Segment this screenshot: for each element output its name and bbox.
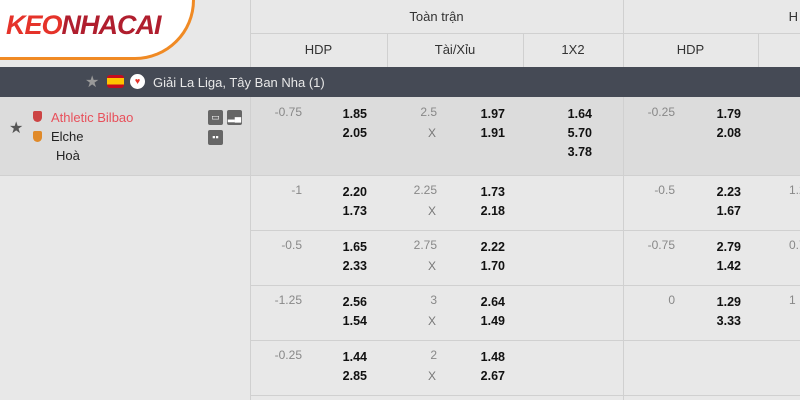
odds-over[interactable]: 2.64 xyxy=(480,295,505,309)
lineup-icon[interactable]: ▪▪ xyxy=(208,130,223,145)
divider xyxy=(387,33,388,67)
favorite-star-icon[interactable]: ★ xyxy=(9,120,24,137)
odds-1x2[interactable]: 3.78 xyxy=(567,145,592,159)
half-ou-line: 1.2 xyxy=(789,183,800,197)
spain-flag-icon xyxy=(107,75,124,88)
odds-under[interactable]: 1.91 xyxy=(480,126,505,140)
ou-x-label: X xyxy=(428,126,437,140)
col-over-under[interactable]: Tài/Xỉu xyxy=(434,42,476,57)
half-odds-away[interactable]: 1.42 xyxy=(716,259,741,273)
col-1x2[interactable]: 1X2 xyxy=(561,42,585,57)
half-ou-line: 1 xyxy=(789,293,796,307)
odds-away[interactable]: 1.54 xyxy=(342,314,367,328)
odds-under[interactable]: 1.49 xyxy=(480,314,505,328)
odds-under[interactable]: 2.67 xyxy=(480,369,505,383)
odds-home[interactable]: 1.44 xyxy=(342,350,367,364)
laliga-icon: ♥ xyxy=(130,74,145,89)
odds-under[interactable]: 2.18 xyxy=(480,204,505,218)
divider xyxy=(250,285,800,286)
league-bar[interactable]: ★ ♥ Giải La Liga, Tây Ban Nha (1) xyxy=(0,67,800,97)
odds-1x2[interactable]: 1.64 xyxy=(567,107,592,121)
match-row-bg xyxy=(0,97,623,175)
half-hdp-line: -0.25 xyxy=(647,105,675,119)
half-odds-home[interactable]: 1.29 xyxy=(716,295,741,309)
odds-away[interactable]: 1.73 xyxy=(342,204,367,218)
ou-line: 2.5 xyxy=(420,105,437,119)
odds-under[interactable]: 1.70 xyxy=(480,259,505,273)
logo[interactable]: KEONHACAI xyxy=(0,0,195,60)
away-team-logo xyxy=(33,131,42,142)
odds-1x2[interactable]: 5.70 xyxy=(567,126,592,140)
divider xyxy=(250,230,800,231)
ou-x-label: X xyxy=(428,369,437,383)
odds-over[interactable]: 2.22 xyxy=(480,240,505,254)
half-odds-home[interactable]: 1.79 xyxy=(716,107,741,121)
divider xyxy=(758,33,759,67)
ou-x-label: X xyxy=(428,204,437,218)
league-name: Giải La Liga, Tây Ban Nha (1) xyxy=(153,75,325,90)
half-odds-away[interactable]: 3.33 xyxy=(716,314,741,328)
half-hdp-line: -0.5 xyxy=(654,183,675,197)
odds-away[interactable]: 2.85 xyxy=(342,369,367,383)
divider xyxy=(250,0,251,400)
star-icon[interactable]: ★ xyxy=(85,74,100,91)
divider xyxy=(623,0,624,400)
divider xyxy=(250,395,800,396)
ou-line: 3 xyxy=(430,293,437,307)
hdp-line: -1.25 xyxy=(274,293,302,307)
odds-home[interactable]: 2.20 xyxy=(342,185,367,199)
odds-home[interactable]: 1.65 xyxy=(342,240,367,254)
header-full-time: Toàn trận xyxy=(409,9,464,24)
hdp-line: -0.25 xyxy=(274,348,302,362)
half-ou-line: 0.7 xyxy=(789,238,800,252)
half-odds-home[interactable]: 2.79 xyxy=(716,240,741,254)
odds-over[interactable]: 1.97 xyxy=(480,107,505,121)
header-half-time: H xyxy=(788,9,798,24)
ou-line: 2.75 xyxy=(413,238,437,252)
half-odds-home[interactable]: 2.23 xyxy=(716,185,741,199)
hdp-line: -1 xyxy=(291,183,302,197)
ou-x-label: X xyxy=(428,259,437,273)
divider xyxy=(523,33,524,67)
half-hdp-line: -0.75 xyxy=(647,238,675,252)
odds-away[interactable]: 2.33 xyxy=(342,259,367,273)
half-odds-away[interactable]: 1.67 xyxy=(716,204,741,218)
draw-label: Hoà xyxy=(56,148,80,163)
logo-text: KEO xyxy=(6,10,63,40)
away-team[interactable]: Elche xyxy=(51,129,84,144)
hdp-line: -0.5 xyxy=(281,238,302,252)
stats-icon[interactable]: ▂▄ xyxy=(227,110,242,125)
divider xyxy=(250,340,800,341)
divider xyxy=(0,175,800,176)
hdp-line: -0.75 xyxy=(274,105,302,119)
odds-home[interactable]: 2.56 xyxy=(342,295,367,309)
odds-away[interactable]: 2.05 xyxy=(342,126,367,140)
logo-text: NHACAI xyxy=(61,10,162,40)
match-row-bg-half xyxy=(623,97,800,175)
odds-over[interactable]: 1.73 xyxy=(480,185,505,199)
ou-x-label: X xyxy=(428,314,437,328)
half-hdp-line: 0 xyxy=(668,293,675,307)
tv-icon[interactable]: ▭ xyxy=(208,110,223,125)
ou-line: 2 xyxy=(430,348,437,362)
divider xyxy=(250,33,800,34)
home-team[interactable]: Athletic Bilbao xyxy=(51,110,134,125)
col-hdp-half[interactable]: HDP xyxy=(676,42,705,57)
home-team-logo xyxy=(33,111,42,122)
col-hdp[interactable]: HDP xyxy=(304,42,333,57)
odds-over[interactable]: 1.48 xyxy=(480,350,505,364)
odds-home[interactable]: 1.85 xyxy=(342,107,367,121)
half-odds-away[interactable]: 2.08 xyxy=(716,126,741,140)
ou-line: 2.25 xyxy=(413,183,437,197)
